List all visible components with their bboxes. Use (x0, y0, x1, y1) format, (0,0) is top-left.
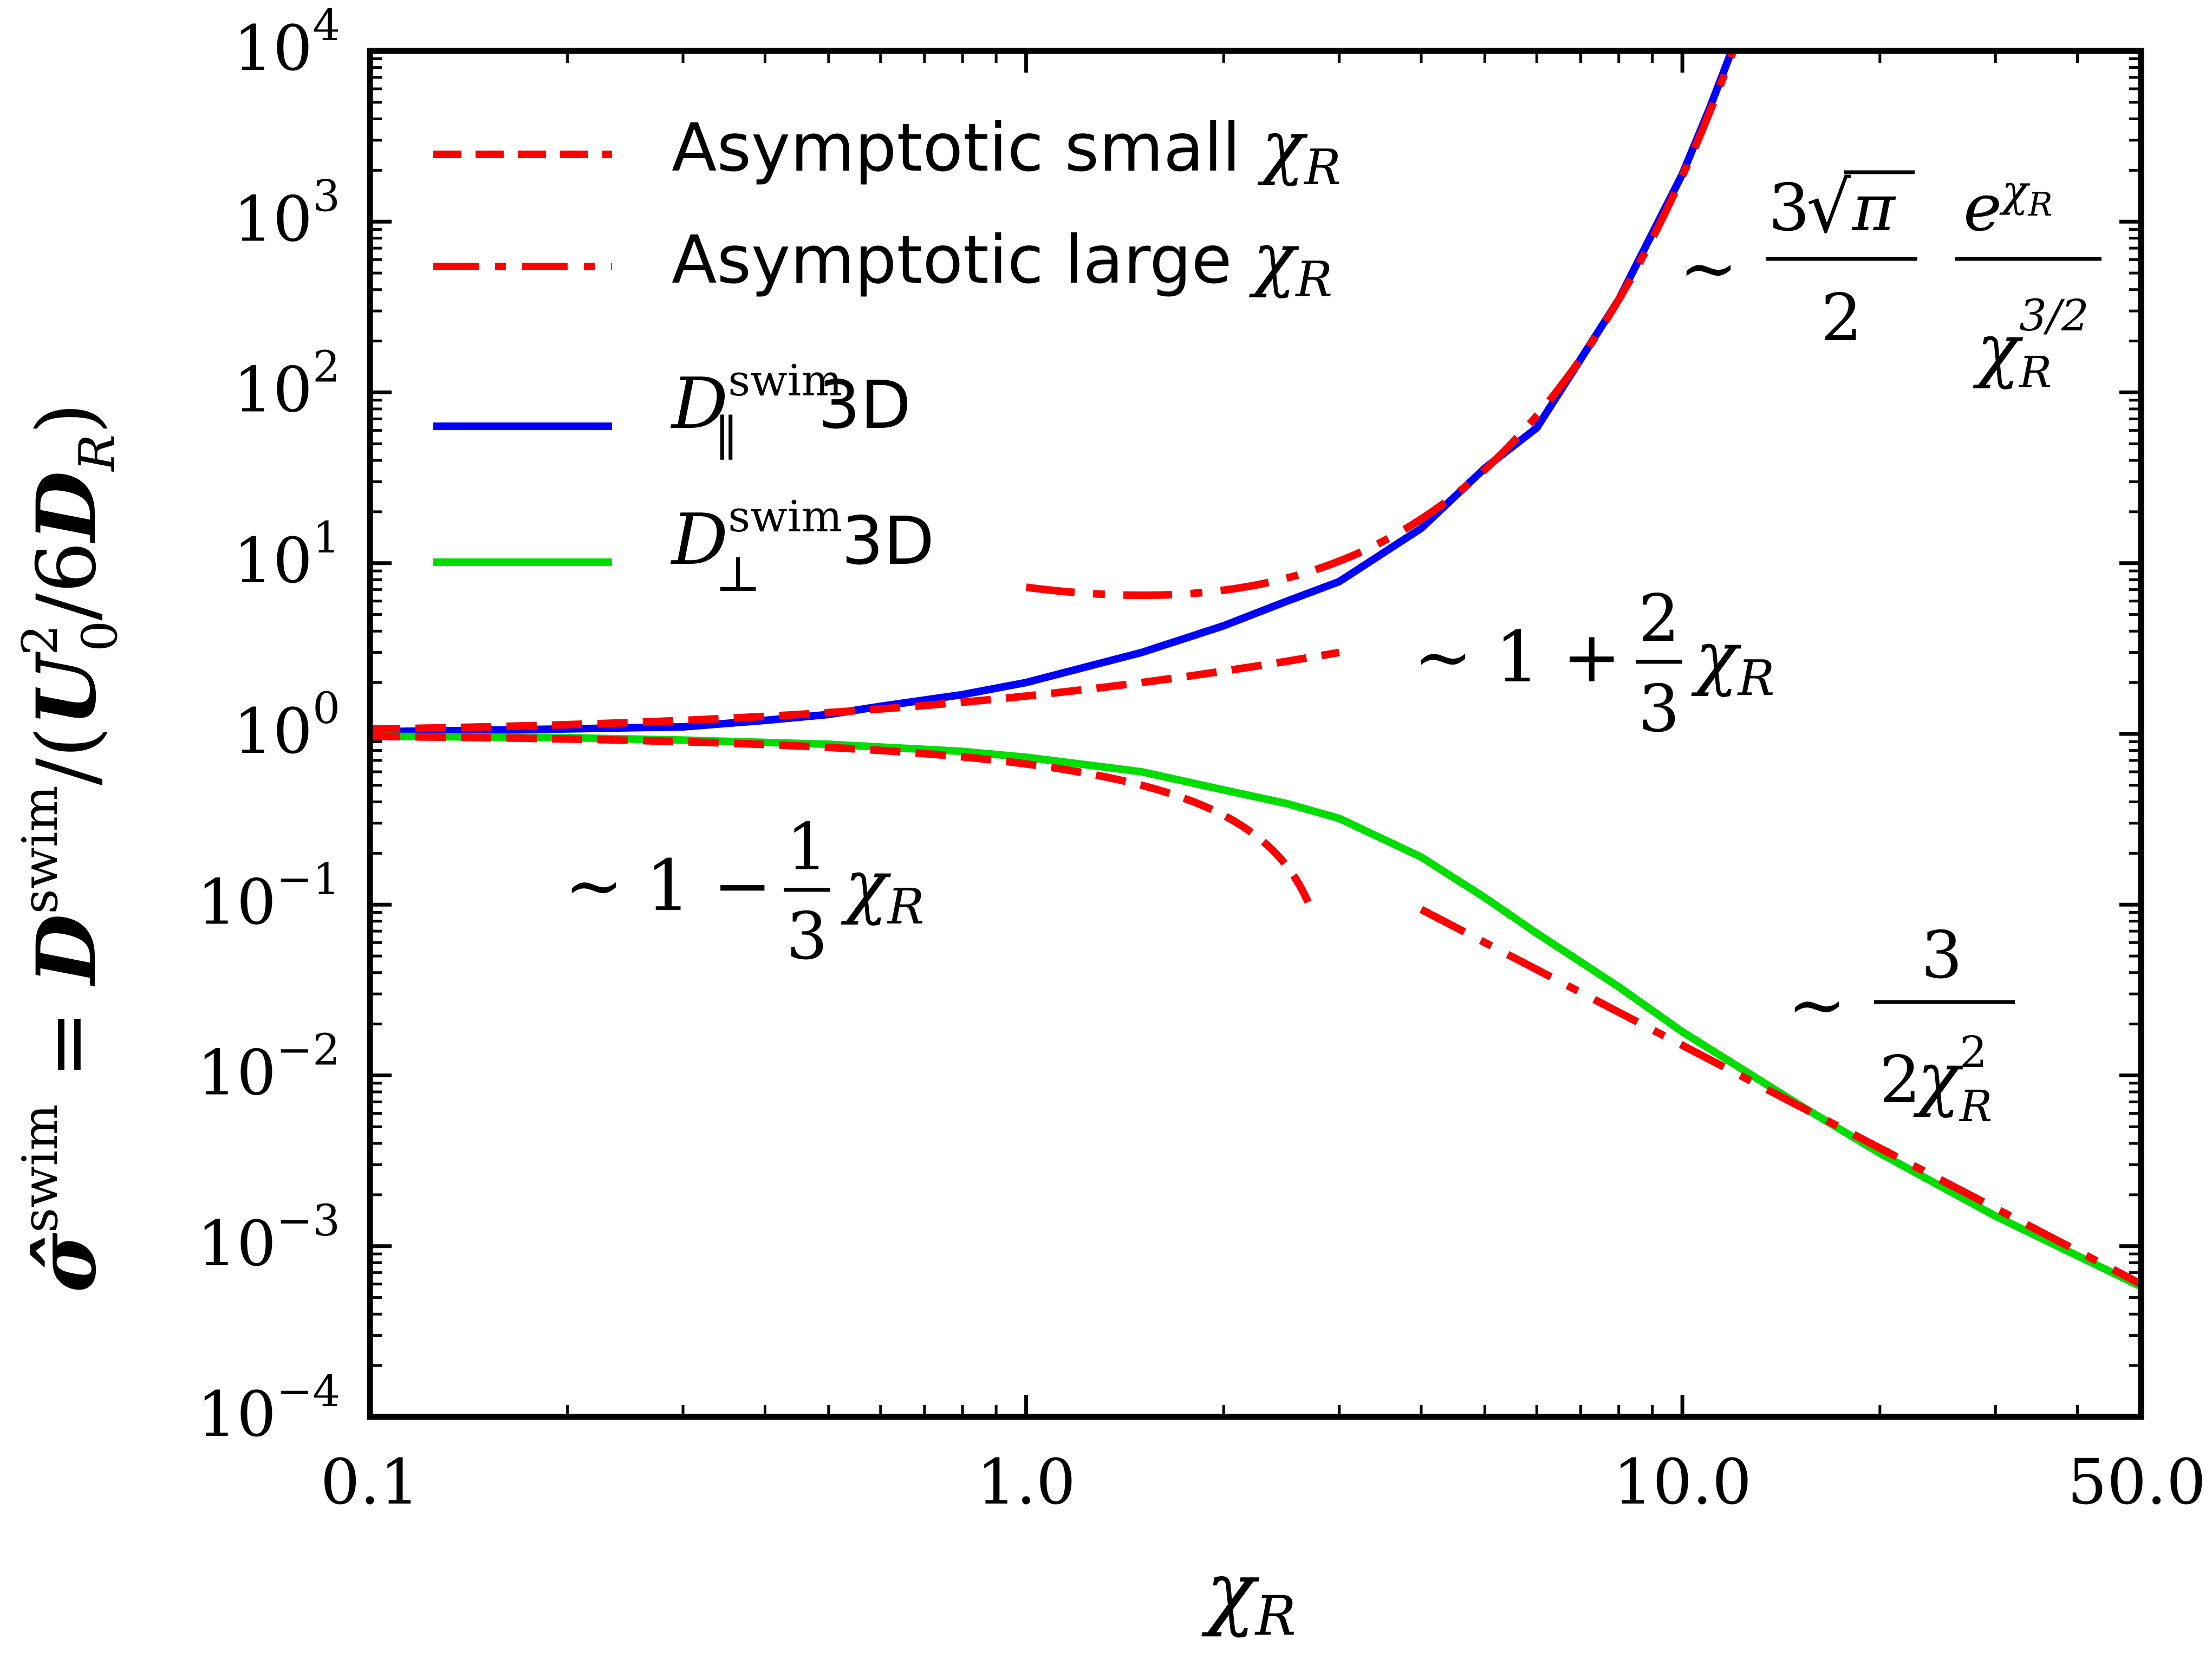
legend: Asymptotic small χR Asymptotic large χR … (433, 105, 1341, 603)
x-tick-label: 50.0 (2067, 1446, 2206, 1519)
series-line-asymptotic-small-chi-r-parallel- (370, 648, 1340, 733)
ylabel-U: U (19, 651, 114, 726)
annotation-par-large: ∼ 3 √ π 2 eχR χ 3/2 R (1679, 166, 2102, 398)
y-tick-label: 10−3 (197, 1195, 340, 1280)
ylabel-DR: D (19, 471, 114, 544)
svg-text:3: 3 (1921, 918, 1962, 993)
y-tick-label: 10−1 (197, 854, 340, 939)
svg-text:√: √ (1806, 166, 1851, 249)
y-tick-label: 101 (233, 512, 340, 597)
ylabel-DR-sub: R (69, 434, 126, 472)
ylabel-U-sub: 0 (71, 621, 128, 652)
ylabel-D-sup: swim (12, 785, 69, 914)
y-axis-label: σ̂swim = Dswim/(U20/6DR) (12, 402, 128, 1292)
ylabel-D: D (19, 914, 114, 987)
svg-text:R: R (2018, 347, 2052, 398)
annotation-perp-small: ∼ 1 − 1 3 χR (564, 810, 925, 974)
plot-frame (367, 48, 2144, 1420)
svg-text:∼: ∼ (1787, 964, 1846, 1046)
x-tick-label: 1.0 (977, 1446, 1076, 1519)
svg-text:3: 3 (786, 899, 828, 974)
plot-lines (370, 51, 2141, 1290)
svg-text:σ̂swim = Dswim/(U20/6DR): σ̂swim = Dswim/(U20/6DR) (12, 402, 128, 1292)
legend-label-large: Asymptotic large χR (672, 217, 1332, 308)
svg-text:R: R (1959, 1081, 1992, 1131)
legend-label-small: Asymptotic small χR (672, 105, 1341, 196)
y-tick-label: 104 (233, 0, 340, 85)
svg-text:∼: ∼ (1679, 227, 1738, 309)
svg-text:2: 2 (1638, 581, 1680, 656)
svg-text:χR: χR (1691, 616, 1775, 707)
y-tick-label: 103 (233, 171, 340, 256)
x-tick-label: 10.0 (1613, 1446, 1752, 1519)
svg-text:1: 1 (786, 810, 828, 885)
xlabel-sub: R (1254, 1584, 1296, 1648)
ylabel-six: /6 (20, 542, 114, 621)
svg-text:π: π (1851, 171, 1896, 246)
legend-label-perp: Dswim ⊥ 3D (671, 491, 934, 603)
svg-text:∼ 1 −: ∼ 1 − (564, 844, 772, 927)
y-tick-label: 10−2 (197, 1025, 340, 1110)
svg-text:3/2: 3/2 (2019, 290, 2089, 341)
svg-text:χ: χ (1913, 1037, 1964, 1119)
ylabel-sigma: σ̂ (19, 1233, 114, 1293)
x-tick-label: 0.1 (321, 1446, 420, 1519)
annotation-perp-large: ∼ 3 2 χ 2 R (1787, 918, 2015, 1131)
y-tick-label: 102 (233, 342, 340, 427)
y-tick-label: 100 (233, 683, 340, 768)
svg-text:eχR: eχR (1963, 166, 2053, 246)
xlabel-chi: χ (1201, 1545, 1260, 1639)
x-axis-label: χR (1201, 1545, 1296, 1648)
annotation-par-small: ∼ 1 + 2 3 χR (1414, 581, 1775, 747)
svg-text:3: 3 (1638, 672, 1680, 747)
legend-label-par: Dswim ∥ 3D (671, 355, 911, 467)
svg-text:2: 2 (1821, 281, 1862, 356)
svg-text:∼ 1 +: ∼ 1 + (1414, 616, 1621, 698)
svg-text:χ: χ (1973, 308, 2024, 391)
series-line-asymptotic-small-chi-r-perpendicular- (370, 732, 1313, 907)
svg-text:3: 3 (1768, 171, 1810, 246)
ylabel-close: ) (20, 402, 114, 434)
y-axis-ticks: 10−4 10−3 10−2 10−1 100 101 102 103 104 (197, 0, 2141, 1451)
series-line-asymptotic-large-chi-r-perpendicular- (1419, 906, 2141, 1287)
y-tick-label: 10−4 (197, 1366, 340, 1451)
series-line-d-perp-swim-3d (370, 732, 2141, 1290)
svg-text:χR: χR (841, 844, 925, 935)
ylabel-U-sup: 2 (12, 624, 69, 655)
svg-text:2: 2 (1960, 1027, 1987, 1077)
svg-text:2: 2 (1879, 1043, 1921, 1118)
series-line-asymptotic-large-chi-r-parallel- (1025, 51, 1738, 599)
ylabel-slash-open: /( (20, 726, 114, 785)
ylabel-sigma-sup: swim (12, 1104, 69, 1233)
ylabel-eq: = (20, 985, 114, 1104)
